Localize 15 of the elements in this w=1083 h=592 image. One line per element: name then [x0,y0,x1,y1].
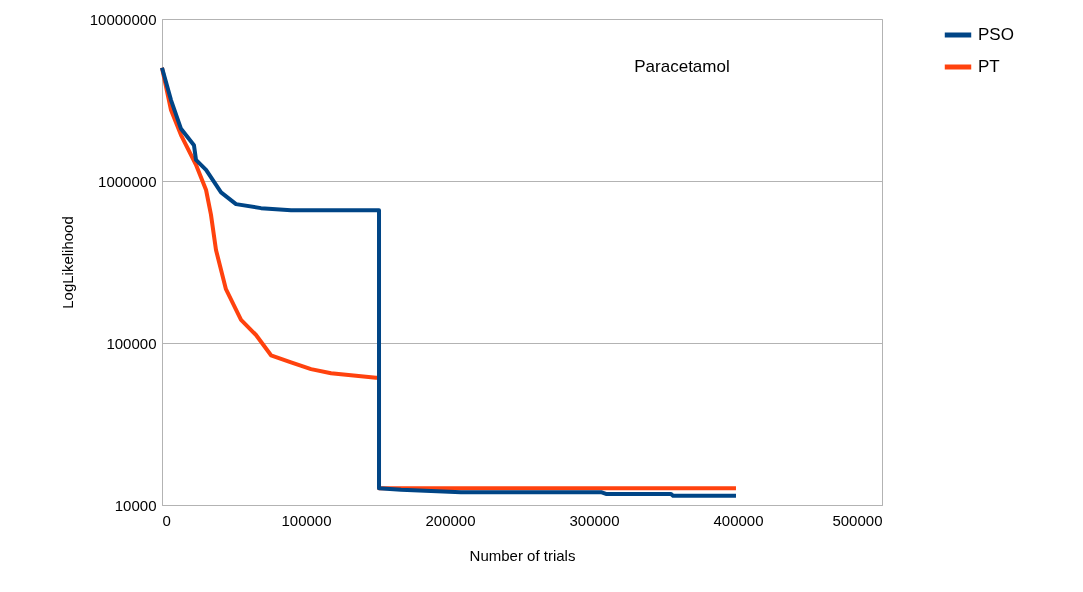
x-tick-label: 400000 [713,511,764,529]
x-tick-label: 500000 [832,511,883,529]
x-axis-title: Number of trials [469,546,576,564]
x-tick-label: 300000 [569,511,620,529]
y-tick-label: 10000 [114,496,157,514]
x-tick-label: 200000 [425,511,476,529]
annotation: Paracetamol [634,57,730,76]
y-tick-label: 10000000 [89,10,157,28]
x-tick-label: 100000 [281,511,332,529]
legend-label: PSO [978,25,1014,44]
y-tick-label: 1000000 [98,172,157,190]
y-tick-label: 100000 [106,334,157,352]
x-tick-label: 0 [162,511,171,529]
y-axis-title: LogLikelihood [58,216,76,309]
legend-label: PT [978,57,1000,76]
